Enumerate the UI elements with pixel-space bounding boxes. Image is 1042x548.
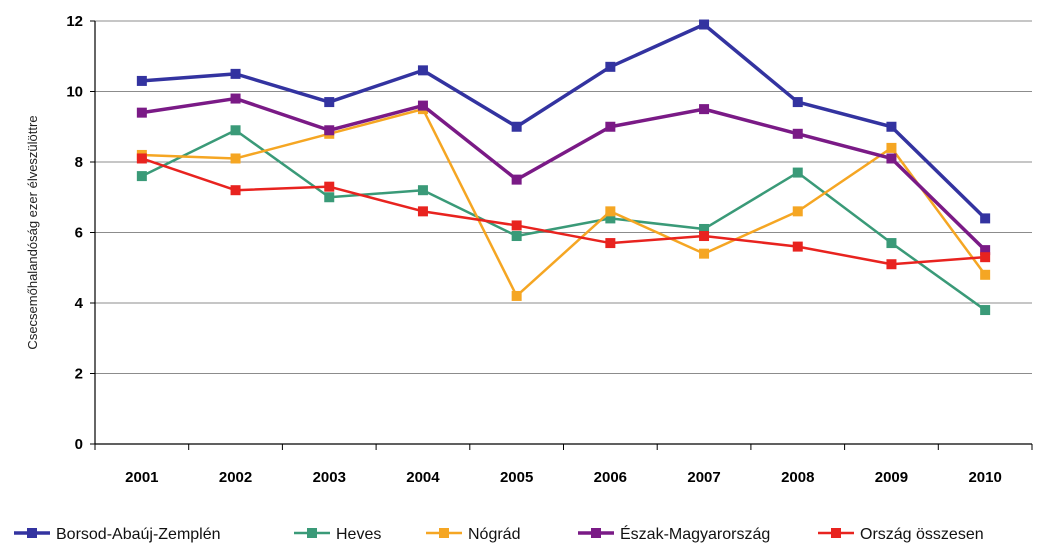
legend-item: Nógrád (426, 526, 520, 543)
data-point (699, 231, 710, 242)
data-point (230, 185, 241, 196)
x-tick-label: 2008 (781, 469, 814, 486)
data-point (324, 125, 335, 136)
data-point (136, 171, 147, 182)
data-point (230, 68, 241, 79)
data-point (417, 65, 428, 76)
data-point (136, 75, 147, 86)
data-point (511, 220, 522, 231)
data-point (886, 238, 897, 249)
data-point (980, 305, 991, 316)
series-3 (136, 93, 991, 256)
data-point (792, 241, 803, 252)
x-tick-label: 2003 (313, 469, 346, 486)
data-point (511, 290, 522, 301)
legend-item: Észak-Magyarország (578, 524, 770, 543)
x-tick-label: 2001 (125, 469, 158, 486)
data-point (980, 213, 991, 224)
legend-label: Heves (336, 526, 381, 543)
y-tick-label: 2 (75, 366, 83, 383)
series-line (141, 107, 987, 298)
legend-label: Észak-Magyarország (620, 524, 770, 543)
series-2 (136, 104, 991, 301)
x-tick-label: 2010 (968, 469, 1001, 486)
data-point (417, 206, 428, 217)
data-point (324, 181, 335, 192)
data-point (792, 167, 803, 178)
x-tick-label: 2002 (219, 469, 252, 486)
legend-label: Ország összesen (860, 526, 984, 543)
data-point (605, 206, 616, 217)
data-point (230, 93, 241, 104)
data-point (511, 231, 522, 242)
legend-label: Nógrád (468, 526, 520, 543)
legend-swatch-marker (831, 528, 841, 538)
series-group (136, 19, 991, 316)
data-point (230, 125, 241, 136)
x-tick-label: 2004 (406, 469, 440, 486)
legend-label: Borsod-Abaúj-Zemplén (56, 526, 221, 543)
legend-item: Ország összesen (818, 526, 984, 543)
legend-swatch-marker (439, 528, 449, 538)
x-tick-label: 2005 (500, 469, 533, 486)
x-tick-label: 2007 (687, 469, 720, 486)
y-tick-label: 6 (75, 225, 83, 242)
data-point (792, 206, 803, 217)
data-point (886, 259, 897, 270)
y-axis-label: Csecsemőhalandóság ezer élveszülöttre (25, 115, 40, 349)
data-point (136, 153, 147, 164)
series-4 (136, 153, 991, 270)
data-point (605, 121, 616, 132)
data-point (511, 174, 522, 185)
y-axis-ticks: 0 2 4 6 8 10 12 (66, 13, 95, 453)
data-point (980, 245, 991, 256)
data-point (605, 238, 616, 249)
y-tick-label: 8 (75, 154, 83, 171)
data-point (886, 121, 897, 132)
y-tick-label: 0 (75, 436, 83, 453)
series-line (141, 157, 986, 266)
data-point (511, 121, 522, 132)
data-point (699, 19, 710, 30)
data-point (417, 100, 428, 111)
data-point (136, 107, 147, 118)
data-point (699, 223, 710, 234)
legend: Borsod-Abaúj-Zemplén Heves Nógrád Észak-Mag… (14, 524, 984, 543)
data-point (792, 128, 803, 139)
legend-item: Heves (294, 526, 381, 543)
data-point (886, 153, 897, 164)
data-point (605, 61, 616, 72)
data-point (699, 104, 710, 115)
legend-swatch-marker (27, 528, 37, 538)
data-point (792, 97, 803, 108)
data-point (699, 248, 710, 259)
x-axis-ticks: 2001 2002 2003 2004 2005 2006 2007 2008 2009 2010 (94, 444, 1033, 486)
y-tick-label: 10 (66, 84, 83, 101)
data-point (980, 252, 991, 263)
series-0 (136, 19, 991, 224)
legend-swatch-marker (307, 528, 317, 538)
data-point (886, 142, 897, 153)
data-point (230, 153, 241, 164)
y-tick-label: 4 (75, 295, 84, 312)
series-line (141, 96, 987, 252)
data-point (324, 97, 335, 108)
data-point (324, 192, 335, 203)
legend-item: Borsod-Abaúj-Zemplén (14, 526, 221, 543)
data-point (605, 213, 616, 224)
series-1 (136, 125, 991, 316)
legend-swatch-marker (591, 528, 601, 538)
series-line (141, 22, 987, 220)
data-point (980, 269, 991, 280)
data-point (417, 185, 428, 196)
x-tick-label: 2009 (875, 469, 908, 486)
gridlines (95, 20, 1032, 374)
series-line (141, 129, 986, 312)
y-tick-label: 12 (66, 13, 83, 30)
x-tick-label: 2006 (594, 469, 627, 486)
